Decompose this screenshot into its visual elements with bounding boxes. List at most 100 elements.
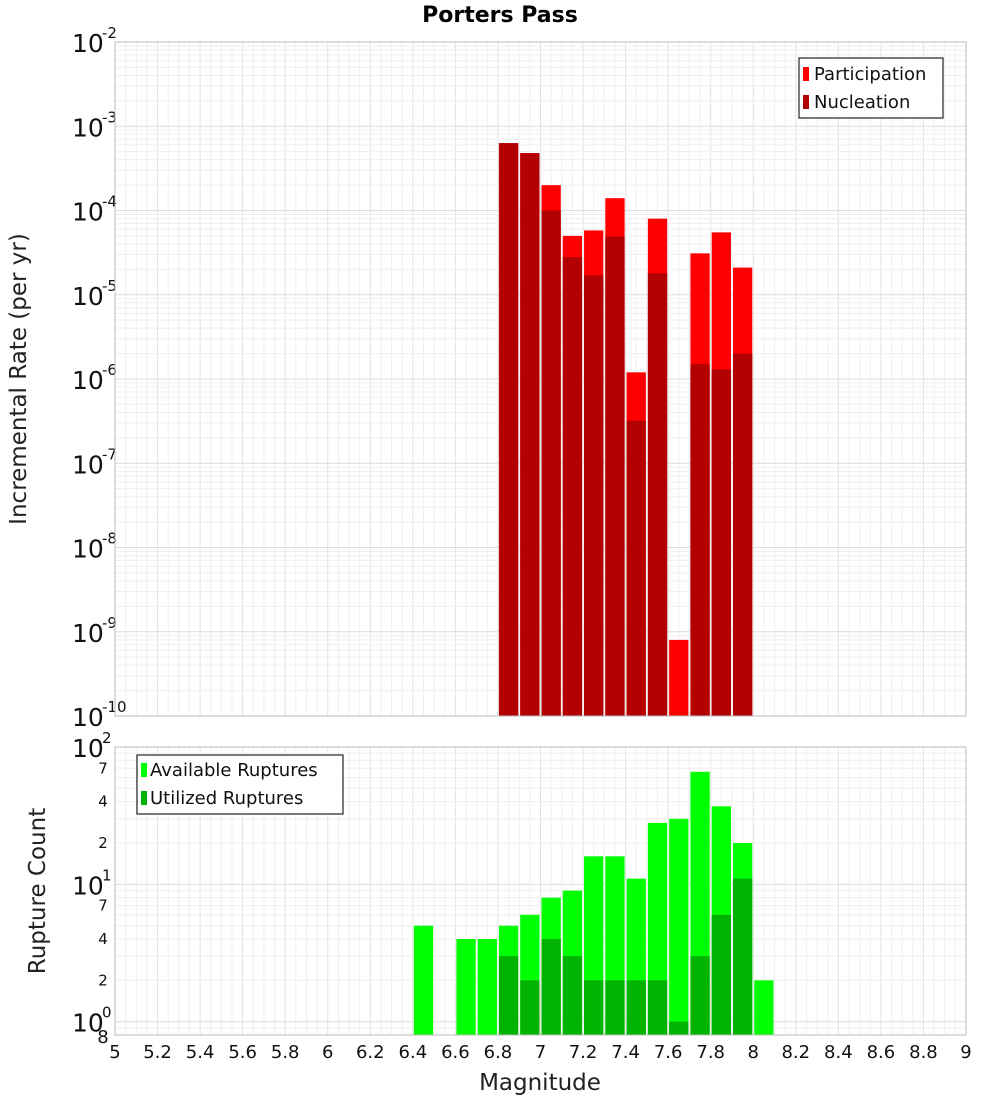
x-tick-label: 5.2: [143, 1042, 172, 1063]
x-tick-label: 6.6: [441, 1042, 470, 1063]
x-tick-labels: 5 5.2 5.4 5.6 5.8 6 6.2 6.4 6.6 6.8 7 7.2 7.4 7.6 7.8 8…: [109, 1042, 971, 1063]
x-tick-label: 8: [748, 1042, 759, 1063]
top-legend-box: [798, 57, 944, 119]
chart-title: Porters Pass: [422, 3, 578, 28]
bar-available-ruptures: [456, 939, 476, 1035]
y-tick-label: 10: [72, 366, 104, 395]
bar-utilized-ruptures: [690, 956, 710, 1035]
legend-swatch-available: [141, 763, 147, 777]
bar-available-ruptures: [754, 980, 774, 1035]
bottom-legend: Available Ruptures Utilized Ruptures: [136, 754, 344, 815]
bar-utilized-ruptures: [520, 980, 540, 1035]
bar-utilized-ruptures: [498, 956, 519, 1035]
legend-label-nucleation: Nucleation: [814, 92, 910, 113]
y-tick-exponent: -9: [102, 614, 117, 632]
y-minor-tick-label: 8: [97, 1027, 108, 1048]
bar-utilized-ruptures: [562, 956, 583, 1035]
y-tick-label: 10: [72, 535, 104, 564]
y-tick-exponent: -3: [102, 108, 117, 126]
y-tick-exponent: 1: [102, 866, 112, 884]
x-tick-label: 7.4: [611, 1042, 640, 1063]
x-tick-label: 6: [322, 1042, 333, 1063]
legend-swatch-utilized: [141, 791, 147, 805]
y-minor-tick-label: 4: [98, 930, 108, 948]
bottom-legend-box: [136, 754, 344, 815]
bar-nucleation: [562, 257, 583, 716]
x-tick-label: 7: [535, 1042, 546, 1063]
bar-available-ruptures: [413, 925, 434, 1035]
y-tick-exponent: -8: [102, 530, 117, 548]
y-tick-label: 10: [72, 871, 104, 900]
bottom-y-axis-title: Rupture Count: [25, 808, 51, 974]
y-tick-exponent: 2: [102, 729, 112, 747]
y-tick-exponent: -6: [102, 361, 117, 379]
x-tick-label: 8.2: [781, 1042, 810, 1063]
x-tick-label: 7.2: [569, 1042, 598, 1063]
y-tick-label: 10: [72, 198, 104, 227]
y-tick-label: 10: [72, 29, 104, 58]
y-minor-tick-label: 4: [98, 793, 108, 811]
top-legend: Participation Nucleation: [798, 57, 944, 119]
top-grid: [114, 41, 967, 717]
bar-utilized-ruptures: [541, 939, 561, 1035]
top-y-axis-title: Incremental Rate (per yr): [6, 233, 32, 525]
x-tick-label: 6.2: [356, 1042, 385, 1063]
legend-label-available: Available Ruptures: [150, 760, 318, 781]
bar-utilized-ruptures: [584, 980, 604, 1035]
x-axis-title: Magnitude: [479, 1070, 601, 1096]
x-tick-label: 5.8: [271, 1042, 300, 1063]
x-tick-label: 5.4: [186, 1042, 215, 1063]
bar-nucleation: [584, 275, 604, 716]
bar-nucleation: [520, 153, 540, 717]
top-plot-border: [114, 41, 967, 717]
bar-utilized-ruptures: [626, 980, 646, 1035]
y-tick-exponent: -2: [102, 24, 117, 42]
y-tick-exponent: -7: [102, 445, 117, 463]
x-tick-label: 7.6: [654, 1042, 683, 1063]
bar-nucleation: [711, 369, 731, 716]
y-tick-label: 10: [72, 619, 104, 648]
x-tick-label: 8.8: [909, 1042, 938, 1063]
x-tick-label: 6.8: [484, 1042, 513, 1063]
x-tick-label: 8.4: [824, 1042, 853, 1063]
bar-nucleation: [690, 364, 710, 716]
legend-swatch-participation: [803, 67, 809, 81]
y-tick-label: 10: [72, 282, 104, 311]
y-tick-exponent: -10: [102, 698, 127, 716]
y-minor-tick-label: 2: [98, 971, 108, 989]
bar-available-ruptures: [477, 939, 497, 1035]
bar-utilized-ruptures: [605, 980, 625, 1035]
bar-nucleation: [498, 143, 519, 716]
x-tick-label: 5.6: [228, 1042, 257, 1063]
bar-utilized-ruptures: [732, 878, 753, 1035]
x-tick-label: 6.4: [399, 1042, 428, 1063]
bottom-plot-border: [114, 746, 967, 1036]
x-tick-label: 5: [109, 1042, 120, 1063]
bar-available-ruptures: [669, 818, 689, 1035]
bar-nucleation: [605, 236, 625, 716]
bar-participation: [669, 639, 689, 716]
y-tick-label: 10: [72, 450, 104, 479]
legend-label-participation: Participation: [814, 64, 926, 85]
x-tick-label: 9: [960, 1042, 971, 1063]
bottom-bars: [413, 771, 774, 1035]
y-tick-label: 10: [72, 113, 104, 142]
y-minor-tick-label: 7: [98, 897, 108, 915]
y-tick-exponent: -5: [102, 277, 117, 295]
bar-utilized-ruptures: [647, 980, 668, 1035]
bar-nucleation: [732, 353, 753, 716]
bar-nucleation: [541, 210, 561, 716]
y-tick-exponent: 0: [102, 1004, 112, 1022]
y-tick-label: 10: [72, 703, 104, 732]
bar-utilized-ruptures: [669, 1021, 689, 1035]
bar-nucleation: [626, 420, 646, 716]
y-minor-tick-label: 2: [98, 834, 108, 852]
y-tick-label: 10: [72, 734, 104, 763]
legend-swatch-nucleation: [803, 95, 809, 109]
x-tick-label: 7.8: [696, 1042, 725, 1063]
bar-nucleation: [647, 273, 668, 716]
